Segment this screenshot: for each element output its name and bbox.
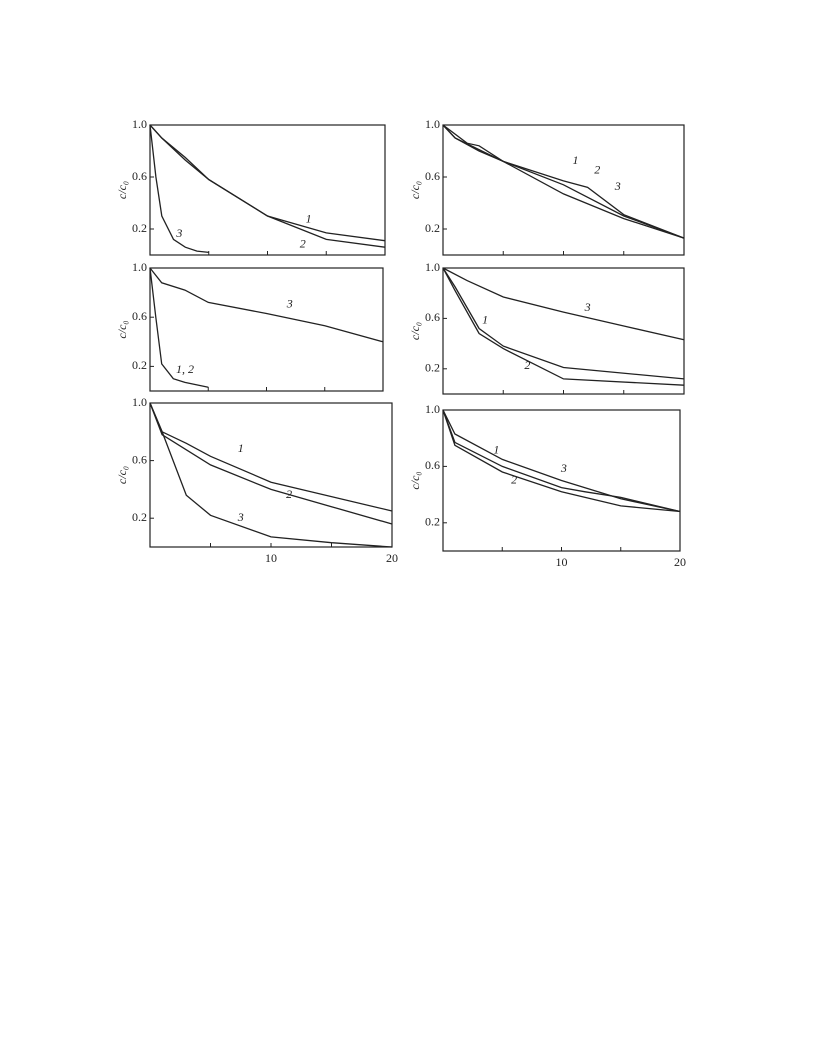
series-line (442, 267, 685, 341)
y-tick-label: 1.0 (425, 260, 440, 274)
y-tick-label: 0.6 (132, 452, 147, 466)
x-tick-label: 10 (556, 555, 568, 569)
series-line (149, 124, 386, 242)
y-axis-label: c/c₀ (408, 471, 422, 489)
series-line (149, 124, 209, 254)
y-tick-label: 1.0 (132, 117, 147, 131)
series-label: 1 (573, 153, 579, 167)
x-tick-label: 20 (386, 551, 398, 565)
x-tick-label: 20 (674, 555, 686, 569)
series-label: 3 (237, 510, 244, 524)
y-axis-label: c/c₀ (115, 320, 129, 338)
series-label: 3 (560, 461, 567, 475)
series-label: 1 (238, 441, 244, 455)
series-line (442, 409, 681, 513)
plot-frame (442, 124, 685, 256)
y-tick-label: 0.6 (425, 169, 440, 183)
y-tick-label: 1.0 (132, 260, 147, 274)
y-axis-label: c/c₀ (115, 466, 129, 484)
series-label: 2 (511, 472, 517, 486)
series-label: 1 (493, 443, 499, 457)
plot-frame (149, 402, 393, 548)
series-line (442, 409, 681, 513)
y-tick-label: 0.6 (425, 458, 440, 472)
series-label: 2 (524, 358, 530, 372)
x-tick-label: 10 (265, 551, 277, 565)
series-label: 1 (306, 212, 312, 226)
y-axis-label: c/c₀ (115, 181, 129, 199)
y-tick-label: 0.2 (425, 221, 440, 235)
y-tick-label: 1.0 (425, 402, 440, 416)
y-tick-label: 0.2 (132, 358, 147, 372)
series-label: 3 (584, 300, 591, 314)
y-tick-label: 0.2 (425, 361, 440, 375)
panel: 1.0 0.6 0.2 c/c₀ 12 3 (115, 117, 386, 256)
series-label: 1, 2 (176, 362, 194, 376)
series-label: 2 (286, 487, 292, 501)
series-label: 2 (300, 236, 306, 250)
series-line (442, 124, 685, 239)
panel: 1.0 0.6 0.2 c/c₀ 1 2 3 (408, 260, 685, 395)
y-axis-label: c/c₀ (408, 322, 422, 340)
series-label: 2 (594, 162, 600, 176)
y-tick-label: 0.2 (132, 510, 147, 524)
series-line (149, 124, 386, 248)
y-tick-label: 0.6 (425, 310, 440, 324)
y-tick-label: 1.0 (425, 117, 440, 131)
series-line (442, 409, 681, 513)
panel: 1.0 0.6 0.2 10 20 c/c₀ 1 2 3 (115, 395, 398, 565)
y-tick-label: 0.6 (132, 169, 147, 183)
panel: 1.0 0.6 0.2 10 20 c/c₀ 1 2 3 (408, 402, 686, 569)
series-line (149, 402, 393, 548)
y-tick-label: 0.2 (132, 221, 147, 235)
series-line (442, 267, 685, 380)
series-label: 3 (614, 179, 621, 193)
series-line (149, 402, 393, 525)
y-tick-label: 0.6 (132, 309, 147, 323)
series-line (149, 267, 384, 343)
y-axis-label: c/c₀ (408, 181, 422, 199)
panel: 1.0 0.6 0.2 c/c₀ 1, 2 3 (115, 260, 384, 392)
series-line (442, 267, 685, 386)
panel: 1.0 0.6 0.2 c/c₀ 1 23 (408, 117, 685, 256)
series-line (149, 267, 209, 388)
y-tick-label: 1.0 (132, 395, 147, 409)
series-line (442, 124, 685, 239)
series-label: 1 (482, 313, 488, 327)
series-label: 3 (175, 226, 182, 240)
series-label: 3 (286, 297, 293, 311)
y-tick-label: 0.2 (425, 515, 440, 529)
